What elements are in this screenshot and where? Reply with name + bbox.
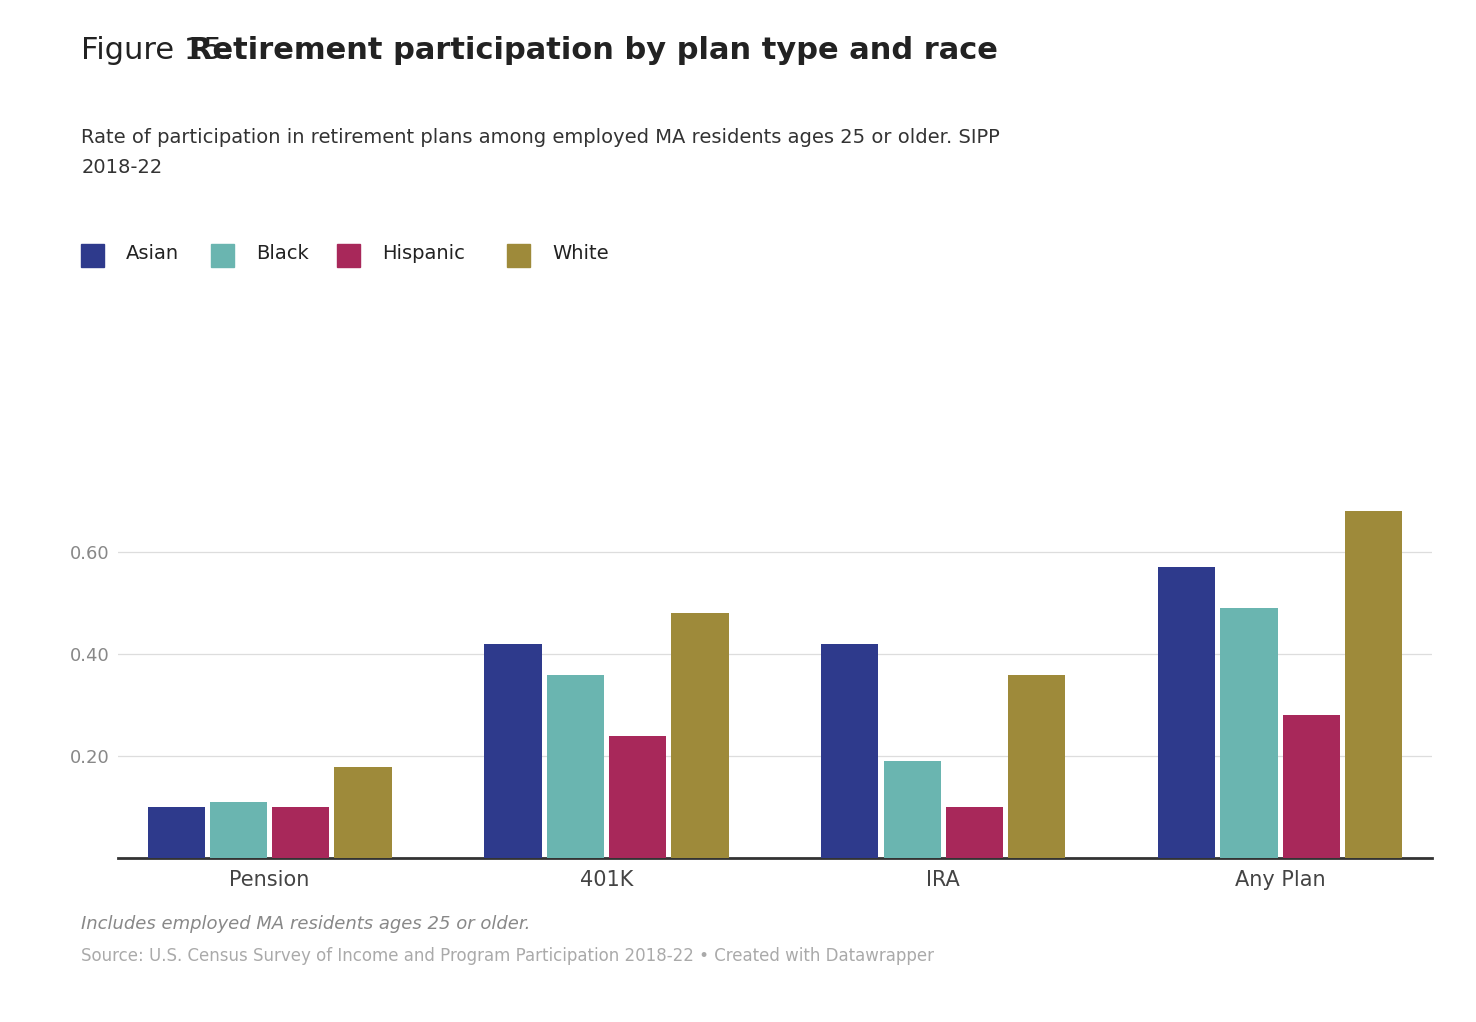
Text: White: White bbox=[552, 244, 608, 263]
Text: Rate of participation in retirement plans among employed MA residents ages 25 or: Rate of participation in retirement plan… bbox=[81, 128, 999, 147]
Text: Retirement participation by plan type and race: Retirement participation by plan type an… bbox=[189, 36, 998, 64]
Bar bbox=[1008, 675, 1066, 858]
Text: Figure 15.: Figure 15. bbox=[81, 36, 242, 64]
Bar bbox=[546, 675, 604, 858]
Bar bbox=[335, 766, 391, 858]
Bar bbox=[1345, 511, 1402, 858]
Bar bbox=[610, 736, 666, 858]
Text: Source: U.S. Census Survey of Income and Program Participation 2018-22 • Created: Source: U.S. Census Survey of Income and… bbox=[81, 947, 934, 966]
Bar bbox=[484, 644, 542, 858]
Bar bbox=[1159, 567, 1215, 858]
Bar bbox=[1221, 608, 1278, 858]
Bar bbox=[210, 802, 267, 858]
Bar bbox=[272, 807, 329, 858]
Bar bbox=[1283, 715, 1340, 858]
Text: 2018-22: 2018-22 bbox=[81, 158, 162, 178]
Bar bbox=[884, 761, 940, 858]
Bar bbox=[946, 807, 1004, 858]
Text: Hispanic: Hispanic bbox=[382, 244, 465, 263]
Bar bbox=[821, 644, 878, 858]
Text: Black: Black bbox=[255, 244, 308, 263]
Bar bbox=[672, 613, 729, 858]
Text: Asian: Asian bbox=[125, 244, 179, 263]
Text: Includes employed MA residents ages 25 or older.: Includes employed MA residents ages 25 o… bbox=[81, 915, 530, 933]
Bar bbox=[148, 807, 205, 858]
